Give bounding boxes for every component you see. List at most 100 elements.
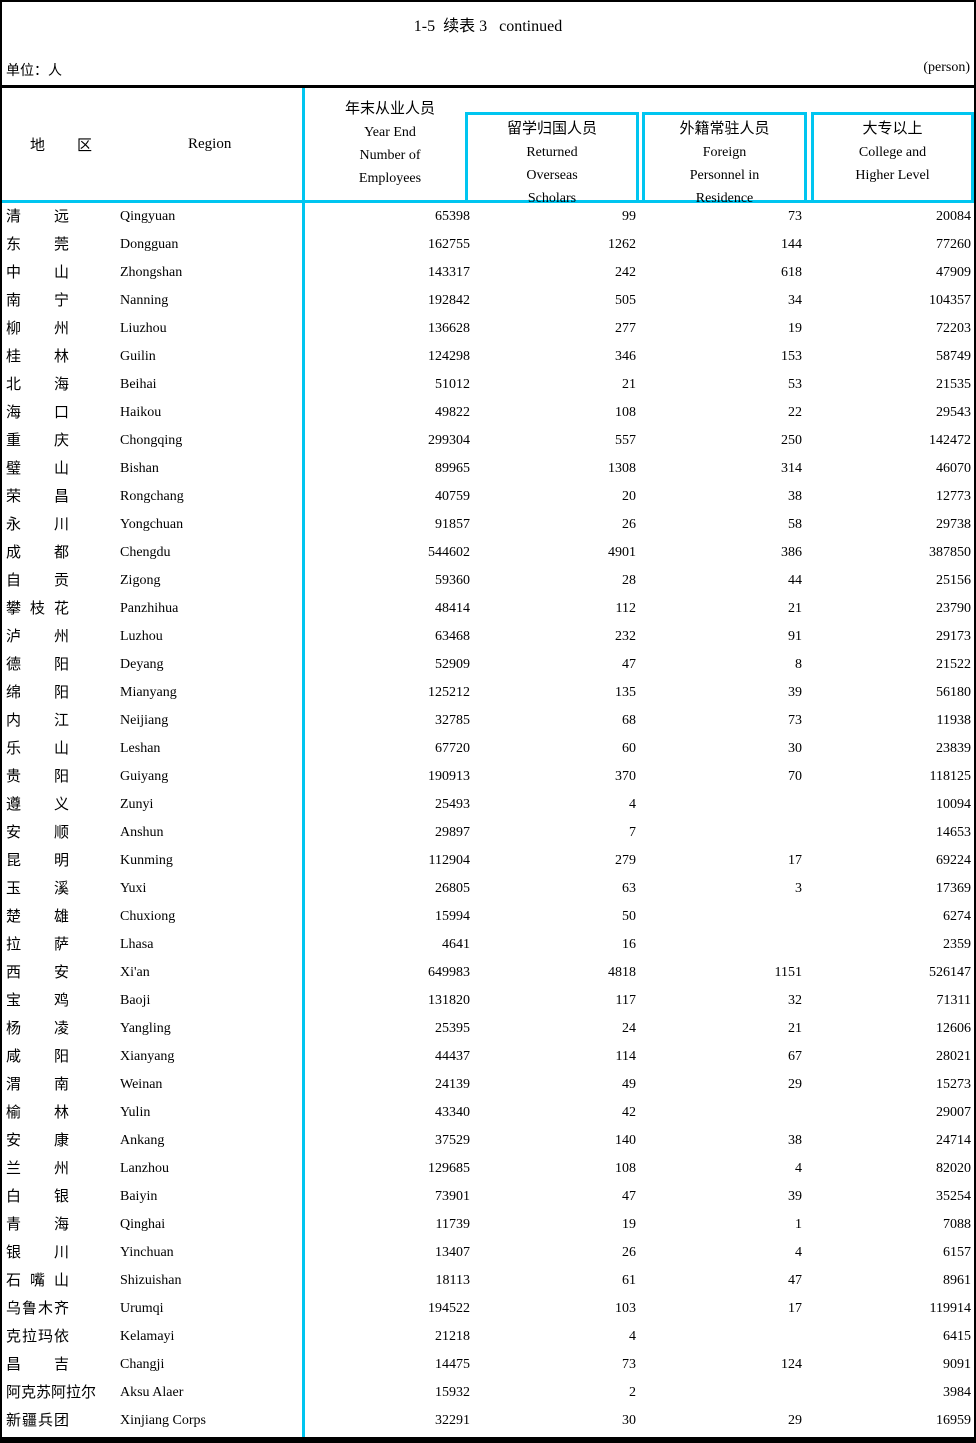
region-name-cn: 东莞	[6, 237, 69, 253]
region-name-en: Qingyuan	[120, 209, 176, 224]
region-cell: 北海 Beihai	[2, 371, 305, 399]
value-returned-scholars: 47	[622, 657, 636, 672]
value-foreign-personnel	[637, 1323, 805, 1351]
value-foreign-personnel: 39	[788, 685, 802, 700]
region-name-en: Luzhou	[120, 629, 163, 644]
column-divider-line	[302, 88, 305, 1437]
region-cell: 桂林 Guilin	[2, 343, 305, 371]
value-college-higher-level: 142472	[929, 433, 971, 448]
value-college-higher-level: 29738	[936, 517, 971, 532]
region-cell: 海口 Haikou	[2, 399, 305, 427]
region-name-en: Aksu Alaer	[120, 1385, 184, 1400]
value-foreign-personnel	[637, 903, 805, 931]
table-row: 泸州 Luzhou 63468 232 91 29173	[2, 623, 974, 651]
value-college-higher-level: 20084	[936, 209, 971, 224]
value-returned-scholars: 99	[622, 209, 636, 224]
region-name-en: Guilin	[120, 349, 156, 364]
region-name-cn: 遵义	[6, 797, 69, 813]
table-row: 清远 Qingyuan 65398 99 73 20084	[2, 203, 974, 231]
value-year-end-employees: 14475	[435, 1357, 470, 1372]
region-cell: 璧山 Bishan	[2, 455, 305, 483]
value-college-higher-level: 29173	[936, 629, 971, 644]
value-foreign-personnel: 29	[788, 1413, 802, 1428]
value-college-higher-level: 25156	[936, 573, 971, 588]
region-name-en: Beihai	[120, 377, 157, 392]
table-row: 阿克苏阿拉尔 Aksu Alaer 15932 2 3984	[2, 1379, 974, 1407]
value-foreign-personnel: 32	[788, 993, 802, 1008]
table-row: 贵阳 Guiyang 190913 370 70 118125	[2, 763, 974, 791]
value-returned-scholars: 26	[622, 517, 636, 532]
region-name-cn: 拉萨	[6, 937, 69, 953]
table-row: 攀枝花 Panzhihua 48414 112 21 23790	[2, 595, 974, 623]
value-foreign-personnel: 386	[781, 545, 802, 560]
region-name-cn: 乌鲁木齐	[6, 1301, 69, 1317]
table-row: 兰州 Lanzhou 129685 108 4 82020	[2, 1155, 974, 1183]
region-name-cn: 西安	[6, 965, 69, 981]
value-year-end-employees: 18113	[435, 1273, 470, 1288]
value-year-end-employees: 136628	[428, 321, 470, 336]
region-cell: 兰州 Lanzhou	[2, 1155, 305, 1183]
value-foreign-personnel: 21	[788, 601, 802, 616]
value-foreign-personnel: 44	[788, 573, 802, 588]
region-cell: 榆林 Yulin	[2, 1099, 305, 1127]
value-college-higher-level: 17369	[936, 881, 971, 896]
region-name-en: Xi'an	[120, 965, 150, 980]
table-row: 新疆兵团 Xinjiang Corps 32291 30 29 16959	[2, 1407, 974, 1435]
region-name-en: Rongchang	[120, 489, 184, 504]
value-year-end-employees: 21218	[435, 1329, 470, 1344]
region-name-cn: 绵阳	[6, 685, 69, 701]
region-cell: 攀枝花 Panzhihua	[2, 595, 305, 623]
region-cell: 自贡 Zigong	[2, 567, 305, 595]
region-name-cn: 阿克苏阿拉尔	[6, 1385, 97, 1401]
value-year-end-employees: 25395	[435, 1021, 470, 1036]
value-returned-scholars: 50	[622, 909, 636, 924]
region-name-en: Yongchuan	[120, 517, 184, 532]
value-college-higher-level: 29007	[936, 1105, 971, 1120]
value-returned-scholars: 279	[615, 853, 636, 868]
value-foreign-personnel: 153	[781, 349, 802, 364]
region-cell: 绵阳 Mianyang	[2, 679, 305, 707]
value-year-end-employees: 131820	[428, 993, 470, 1008]
value-returned-scholars: 7	[629, 825, 636, 840]
region-cell: 清远 Qingyuan	[2, 203, 305, 231]
region-name-cn: 清远	[6, 209, 69, 225]
value-foreign-personnel: 144	[781, 237, 802, 252]
region-name-en: Qinghai	[120, 1217, 166, 1232]
value-year-end-employees: 15932	[435, 1385, 470, 1400]
region-name-en: Chongqing	[120, 433, 183, 448]
value-returned-scholars: 16	[622, 937, 636, 952]
value-returned-scholars: 117	[615, 993, 636, 1008]
region-name-cn: 青海	[6, 1217, 69, 1233]
region-cell: 中山 Zhongshan	[2, 259, 305, 287]
region-cell: 内江 Neijiang	[2, 707, 305, 735]
table-row: 乐山 Leshan 67720 60 30 23839	[2, 735, 974, 763]
value-year-end-employees: 124298	[428, 349, 470, 364]
region-cell: 宝鸡 Baoji	[2, 987, 305, 1015]
header-college-higher-level: 大专以上 College and Higher Level	[811, 112, 974, 203]
value-foreign-personnel	[637, 931, 805, 959]
value-year-end-employees: 52909	[435, 657, 470, 672]
region-name-cn: 玉溪	[6, 881, 69, 897]
value-returned-scholars: 20	[622, 489, 636, 504]
table-row: 安康 Ankang 37529 140 38 24714	[2, 1127, 974, 1155]
region-name-cn: 昆明	[6, 853, 69, 869]
region-cell: 永川 Yongchuan	[2, 511, 305, 539]
value-returned-scholars: 42	[622, 1105, 636, 1120]
value-year-end-employees: 40759	[435, 489, 470, 504]
table-row: 渭南 Weinan 24139 49 29 15273	[2, 1071, 974, 1099]
value-foreign-personnel	[637, 1099, 805, 1127]
value-year-end-employees: 65398	[435, 209, 470, 224]
region-cell: 德阳 Deyang	[2, 651, 305, 679]
region-name-en: Kunming	[120, 853, 173, 868]
table-row: 银川 Yinchuan 13407 26 4 6157	[2, 1239, 974, 1267]
value-college-higher-level: 387850	[929, 545, 971, 560]
region-name-cn: 德阳	[6, 657, 69, 673]
value-college-higher-level: 72203	[936, 321, 971, 336]
table-row: 石嘴山 Shizuishan 18113 61 47 8961	[2, 1267, 974, 1295]
region-cell: 泸州 Luzhou	[2, 623, 305, 651]
region-cell: 石嘴山 Shizuishan	[2, 1267, 305, 1295]
region-name-en: Baoji	[120, 993, 151, 1008]
value-college-higher-level: 46070	[936, 461, 971, 476]
region-name-cn: 白银	[6, 1189, 69, 1205]
